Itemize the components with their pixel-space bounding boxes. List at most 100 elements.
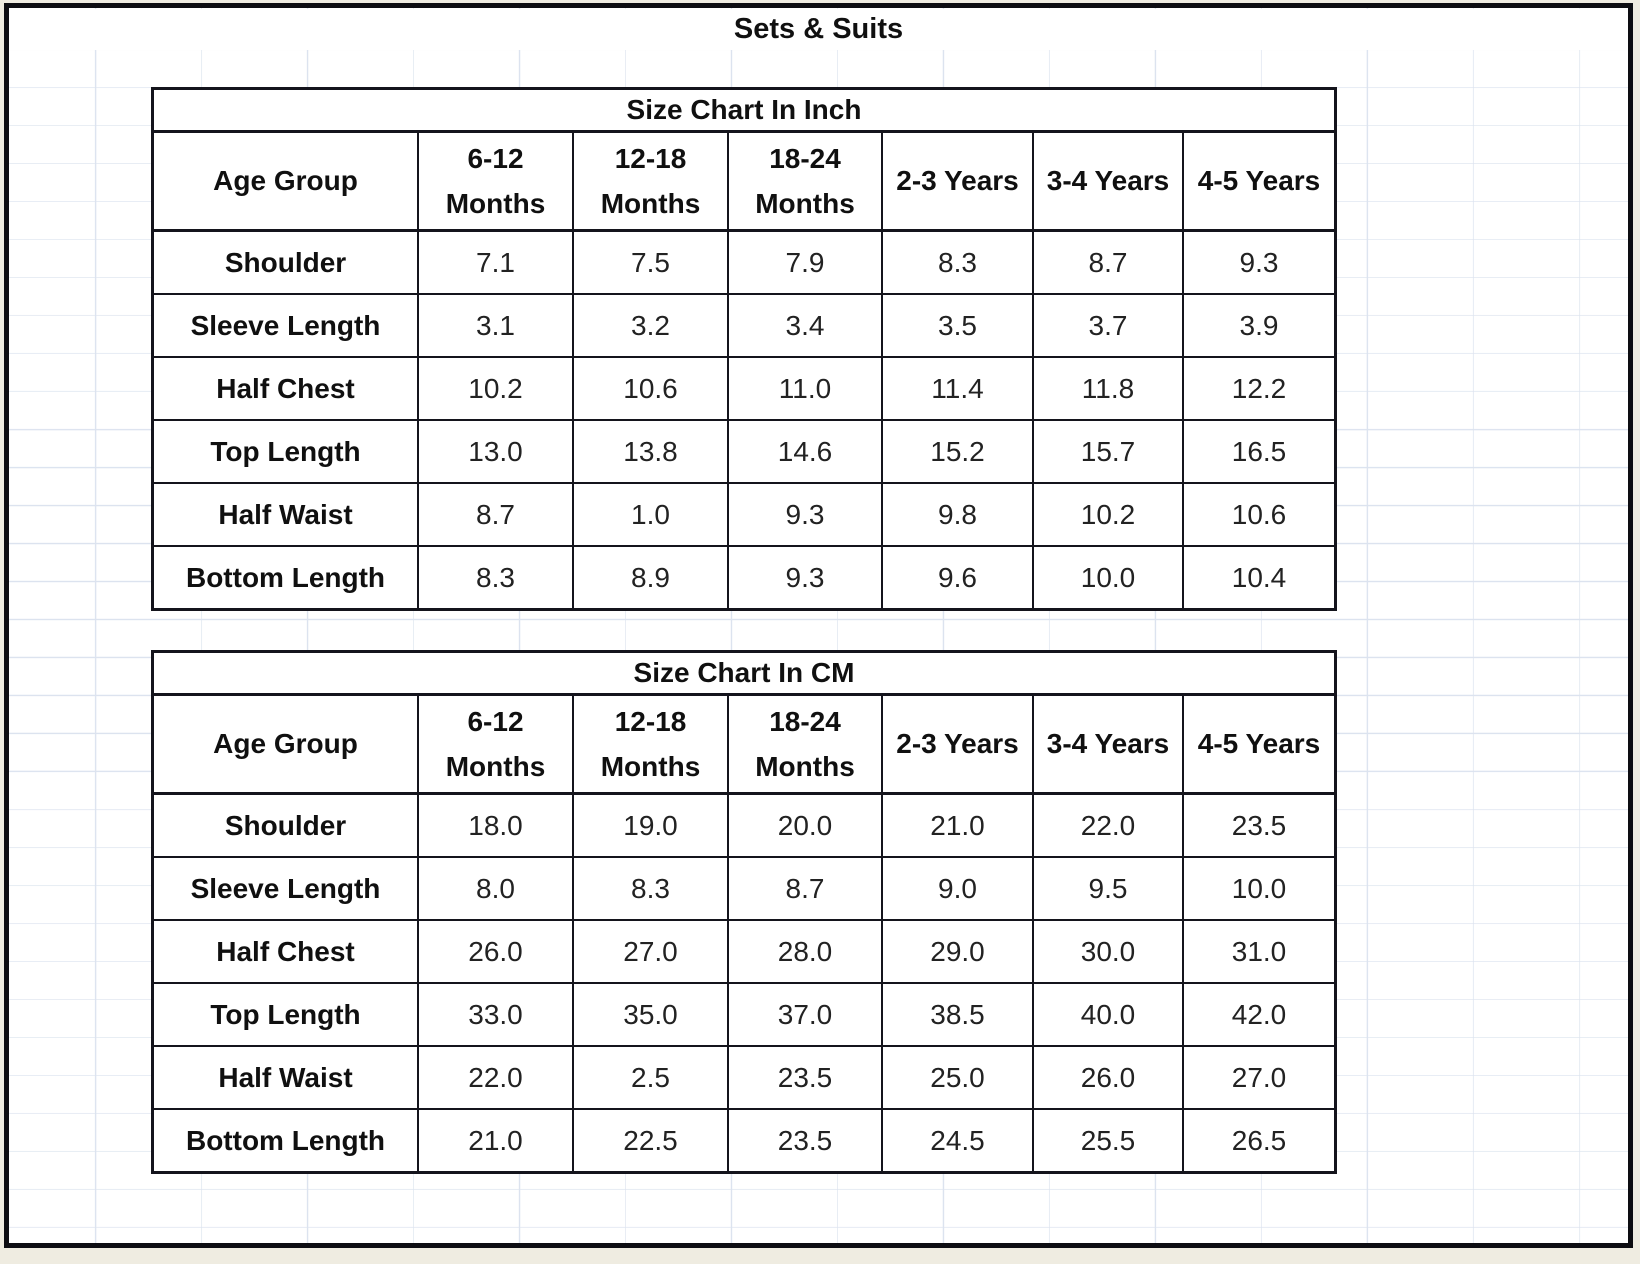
data-cell: 10.6 bbox=[574, 358, 729, 421]
data-cell: 42.0 bbox=[1184, 984, 1334, 1047]
data-cell: 19.0 bbox=[574, 795, 729, 858]
page-title: Sets & Suits bbox=[9, 9, 1628, 50]
size-table-inch: Size Chart In Inch Age Group 6-12 Months 12… bbox=[151, 87, 1337, 611]
data-cell: 8.7 bbox=[729, 858, 883, 921]
data-cell: 8.7 bbox=[1034, 232, 1184, 295]
column-header: 2-3 Years bbox=[883, 133, 1034, 232]
data-cell: 10.0 bbox=[1184, 858, 1334, 921]
size-table-cm: Size Chart In CM Age Group 6-12 Months 12-1… bbox=[151, 650, 1337, 1174]
data-cell: 15.2 bbox=[883, 421, 1034, 484]
column-header: 3-4 Years bbox=[1034, 133, 1184, 232]
data-cell: 11.0 bbox=[729, 358, 883, 421]
data-cell: 10.2 bbox=[419, 358, 574, 421]
column-header: Age Group bbox=[154, 133, 419, 232]
data-cell: 3.1 bbox=[419, 295, 574, 358]
column-header: 4-5 Years bbox=[1184, 696, 1334, 795]
data-cell: 3.2 bbox=[574, 295, 729, 358]
column-header: 6-12 Months bbox=[419, 133, 574, 232]
column-header: 2-3 Years bbox=[883, 696, 1034, 795]
data-cell: 3.9 bbox=[1184, 295, 1334, 358]
data-cell: 30.0 bbox=[1034, 921, 1184, 984]
column-header: 6-12 Months bbox=[419, 696, 574, 795]
data-cell: 37.0 bbox=[729, 984, 883, 1047]
table-title: Size Chart In Inch bbox=[154, 90, 1334, 133]
data-cell: 22.0 bbox=[1034, 795, 1184, 858]
data-cell: 11.4 bbox=[883, 358, 1034, 421]
data-cell: 38.5 bbox=[883, 984, 1034, 1047]
data-cell: 13.0 bbox=[419, 421, 574, 484]
column-header: 18-24 Months bbox=[729, 133, 883, 232]
column-header: 3-4 Years bbox=[1034, 696, 1184, 795]
row-label: Shoulder bbox=[154, 232, 419, 295]
data-cell: 9.3 bbox=[729, 484, 883, 547]
data-cell: 10.6 bbox=[1184, 484, 1334, 547]
data-cell: 16.5 bbox=[1184, 421, 1334, 484]
data-cell: 20.0 bbox=[729, 795, 883, 858]
row-label: Half Chest bbox=[154, 921, 419, 984]
data-cell: 9.3 bbox=[1184, 232, 1334, 295]
data-cell: 25.5 bbox=[1034, 1110, 1184, 1171]
data-cell: 35.0 bbox=[574, 984, 729, 1047]
data-cell: 10.0 bbox=[1034, 547, 1184, 608]
data-cell: 31.0 bbox=[1184, 921, 1334, 984]
data-cell: 9.3 bbox=[729, 547, 883, 608]
row-label: Half Waist bbox=[154, 1047, 419, 1110]
data-cell: 8.3 bbox=[419, 547, 574, 608]
table-title: Size Chart In CM bbox=[154, 653, 1334, 696]
data-cell: 23.5 bbox=[729, 1110, 883, 1171]
data-cell: 3.4 bbox=[729, 295, 883, 358]
row-label: Sleeve Length bbox=[154, 858, 419, 921]
data-cell: 28.0 bbox=[729, 921, 883, 984]
data-cell: 26.0 bbox=[419, 921, 574, 984]
data-cell: 8.3 bbox=[883, 232, 1034, 295]
row-label: Top Length bbox=[154, 984, 419, 1047]
data-cell: 26.5 bbox=[1231, 1124, 1287, 1156]
data-cell: 7.1 bbox=[419, 232, 574, 295]
data-cell: 8.3 bbox=[574, 858, 729, 921]
spreadsheet-sheet: Sets & Suits Size Chart In Inch Age Group… bbox=[4, 3, 1633, 1248]
data-cell: 1.0 bbox=[574, 484, 729, 547]
data-cell: 3.5 bbox=[883, 295, 1034, 358]
row-label: Half Chest bbox=[154, 358, 419, 421]
row-label: Sleeve Length bbox=[154, 295, 419, 358]
data-cell: 10.2 bbox=[1034, 484, 1184, 547]
data-cell: 2.5 bbox=[574, 1047, 729, 1110]
column-header: Age Group bbox=[154, 696, 419, 795]
column-header: 18-24 Months bbox=[729, 696, 883, 795]
data-cell: 33.0 bbox=[419, 984, 574, 1047]
data-cell: 13.8 bbox=[574, 421, 729, 484]
row-label: Bottom Length bbox=[154, 1110, 419, 1171]
data-cell: 40.0 bbox=[1034, 984, 1184, 1047]
data-cell: 3.7 bbox=[1034, 295, 1184, 358]
data-cell: 7.5 bbox=[574, 232, 729, 295]
data-cell: 22.5 bbox=[574, 1110, 729, 1171]
data-cell: 14.6 bbox=[729, 421, 883, 484]
row-label: Half Waist bbox=[154, 484, 419, 547]
data-cell: 9.0 bbox=[883, 858, 1034, 921]
data-cell: 24.5 bbox=[883, 1110, 1034, 1171]
row-label: Bottom Length bbox=[154, 547, 419, 608]
data-cell: 8.9 bbox=[574, 547, 729, 608]
data-cell: 10.4 bbox=[1231, 561, 1287, 593]
data-cell: 22.0 bbox=[419, 1047, 574, 1110]
data-cell: 18.0 bbox=[419, 795, 574, 858]
data-cell: 9.8 bbox=[883, 484, 1034, 547]
data-cell: 23.5 bbox=[1184, 795, 1334, 858]
column-header: 12-18 Months bbox=[574, 133, 729, 232]
data-cell: 25.0 bbox=[883, 1047, 1034, 1110]
data-cell: 11.8 bbox=[1034, 358, 1184, 421]
data-cell: 9.5 bbox=[1034, 858, 1184, 921]
data-cell: 12.2 bbox=[1184, 358, 1334, 421]
data-cell: 29.0 bbox=[883, 921, 1034, 984]
data-cell: 21.0 bbox=[883, 795, 1034, 858]
data-cell: 27.0 bbox=[1184, 1047, 1334, 1110]
data-cell: 23.5 bbox=[729, 1047, 883, 1110]
column-header: 12-18 Months bbox=[574, 696, 729, 795]
data-cell: 8.7 bbox=[419, 484, 574, 547]
row-label: Top Length bbox=[154, 421, 419, 484]
column-header: 4-5 Years bbox=[1184, 133, 1334, 232]
data-cell: 21.0 bbox=[419, 1110, 574, 1171]
data-cell: 7.9 bbox=[729, 232, 883, 295]
row-label: Shoulder bbox=[154, 795, 419, 858]
